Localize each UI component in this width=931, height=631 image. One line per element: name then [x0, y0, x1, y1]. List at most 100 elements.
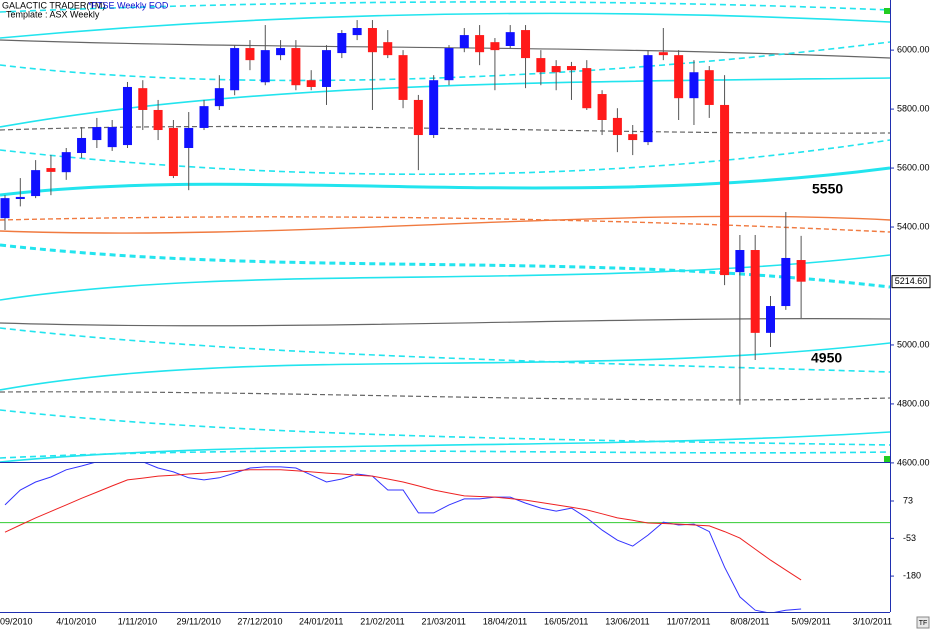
x-tick-label: 29/11/2010	[177, 616, 221, 626]
status-square	[884, 456, 890, 462]
last-price-label: 5214.60	[895, 276, 928, 286]
candle-body	[367, 28, 377, 53]
candle-body	[184, 127, 194, 149]
y-tick-label: -53	[903, 533, 916, 543]
indicator-line	[4, 469, 802, 581]
candle-body	[735, 250, 745, 273]
template-title: Template : ASX Weekly	[6, 9, 100, 19]
candle-body	[643, 55, 653, 143]
y-tick-label: 5400.00	[897, 221, 930, 231]
candle-body	[505, 32, 515, 46]
candle-body	[107, 127, 117, 148]
band	[0, 327, 890, 373]
band	[0, 139, 890, 176]
candle-body	[138, 88, 148, 110]
band	[0, 342, 890, 391]
band	[0, 1, 890, 13]
candle-body	[413, 99, 423, 136]
x-tick-label: 11/07/2011	[667, 616, 711, 626]
annotation: 5550	[812, 181, 843, 197]
candle-body	[153, 109, 163, 131]
candle-body	[628, 134, 638, 141]
candle-body	[444, 48, 454, 81]
candle-body	[658, 52, 668, 56]
last-price-tag	[891, 275, 931, 289]
x-tick-label: 8/08/2011	[730, 616, 769, 626]
candle-body	[551, 66, 561, 73]
symbol-title: *FTSE Weekly EOD	[88, 0, 169, 10]
band	[0, 215, 890, 234]
candle-body	[689, 72, 699, 99]
candle-body	[398, 55, 408, 100]
candle-body	[796, 260, 806, 282]
candle-body	[322, 50, 332, 87]
band	[0, 39, 890, 59]
candle-body	[168, 127, 178, 177]
band	[0, 166, 890, 197]
candle-body	[214, 88, 224, 107]
candle-body	[260, 50, 270, 83]
band	[0, 77, 890, 128]
candle-body	[245, 48, 255, 61]
candle-body	[582, 68, 592, 109]
candle-body	[781, 257, 791, 307]
candle-body	[459, 35, 469, 49]
candle-body	[306, 80, 316, 87]
candle-body	[92, 127, 102, 141]
y-tick-label: -180	[903, 570, 921, 580]
y-tick-label: 4800.00	[897, 398, 930, 408]
y-tick-label: 6000.00	[897, 44, 930, 54]
y-tick-label: 5800.00	[897, 103, 930, 113]
candle-body	[0, 198, 10, 219]
band	[0, 254, 890, 301]
candle-body	[122, 86, 132, 146]
x-tick-label: /09/2010	[0, 616, 33, 626]
candle-body	[230, 48, 240, 91]
x-tick-label: 1/11/2010	[118, 616, 157, 626]
tf-button-label[interactable]: TF	[919, 620, 928, 627]
x-tick-label: 5/09/2011	[791, 616, 830, 626]
candle-body	[766, 306, 775, 333]
x-tick-label: 21/03/2011	[421, 616, 465, 626]
candle-body	[15, 196, 25, 200]
x-tick-label: 16/05/2011	[544, 616, 588, 626]
x-tick-label: 4/10/2010	[56, 616, 96, 626]
candle-body	[276, 48, 286, 56]
x-tick-label: 24/01/2011	[299, 616, 343, 626]
candle-body	[612, 117, 622, 136]
band	[0, 41, 890, 82]
candle-body	[31, 170, 41, 197]
band	[0, 391, 890, 401]
candles	[0, 20, 806, 405]
candle-body	[383, 42, 393, 56]
candle-body	[291, 48, 301, 86]
x-tick-label: 3/10/2011	[853, 616, 892, 626]
candle-body	[521, 30, 531, 59]
tf-button[interactable]	[916, 616, 930, 629]
candle-body	[61, 152, 71, 173]
band	[0, 409, 890, 446]
candle-body	[597, 94, 607, 120]
band	[0, 450, 890, 459]
candle-body	[566, 66, 576, 71]
band	[0, 431, 890, 462]
band	[0, 216, 890, 233]
candle-body	[429, 80, 439, 136]
candle-body	[720, 104, 730, 276]
candle-body	[46, 168, 56, 172]
x-tick-label: 27/12/2010	[237, 616, 282, 626]
annotation: 4950	[811, 350, 842, 366]
candle-body	[475, 35, 485, 53]
y-tick-label: 5600.00	[897, 162, 930, 172]
candle-body	[352, 28, 362, 36]
x-tick-label: 18/04/2011	[483, 616, 527, 626]
candle-body	[199, 106, 209, 128]
status-square	[884, 8, 890, 14]
candle-body	[490, 42, 500, 51]
band	[0, 125, 890, 134]
band	[0, 318, 890, 327]
indicator-line	[4, 463, 802, 612]
band	[0, 12, 890, 39]
y-tick-label: 4600.00	[897, 457, 930, 467]
